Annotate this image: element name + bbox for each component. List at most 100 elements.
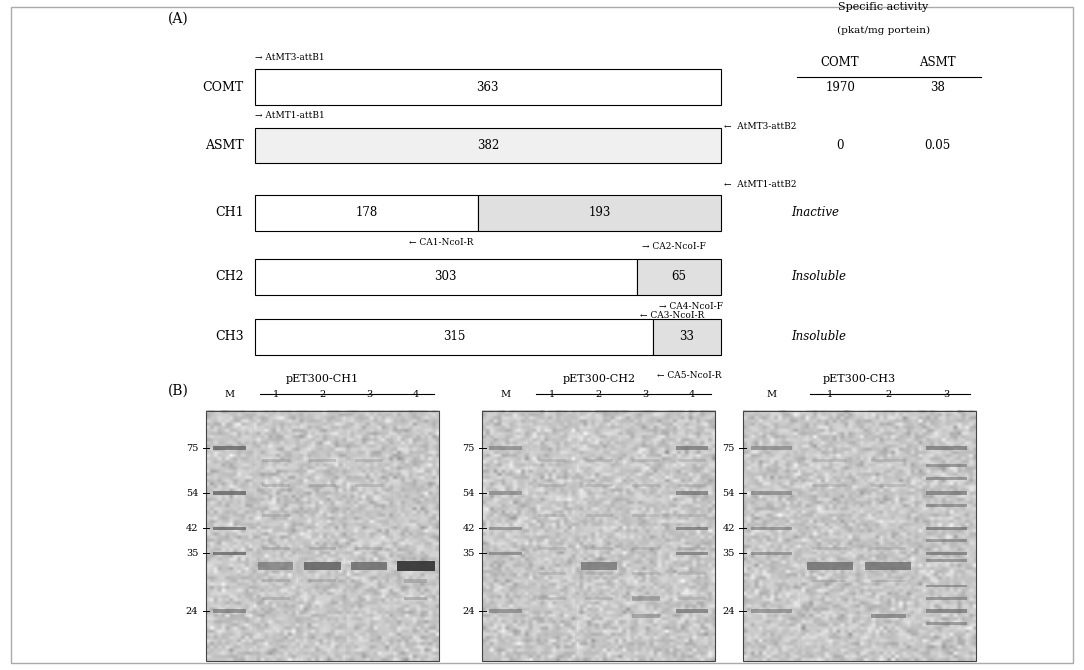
Bar bbox=[675, 609, 709, 613]
Bar bbox=[632, 547, 659, 549]
Bar bbox=[865, 562, 911, 570]
Bar bbox=[632, 484, 659, 487]
Bar bbox=[751, 551, 792, 555]
Bar bbox=[539, 547, 566, 549]
Bar bbox=[926, 551, 967, 555]
Text: CH2: CH2 bbox=[216, 270, 244, 283]
Text: CH1: CH1 bbox=[216, 206, 244, 220]
Bar bbox=[255, 70, 721, 105]
Bar bbox=[489, 492, 522, 495]
Text: 0.05: 0.05 bbox=[925, 139, 951, 152]
Text: COMT: COMT bbox=[203, 80, 244, 94]
Bar bbox=[926, 559, 967, 562]
Text: 2: 2 bbox=[596, 390, 602, 399]
Text: 3: 3 bbox=[366, 390, 372, 399]
Text: 42: 42 bbox=[462, 524, 475, 533]
Text: 24: 24 bbox=[462, 606, 475, 616]
Text: 3: 3 bbox=[943, 390, 950, 399]
Text: COMT: COMT bbox=[821, 56, 860, 69]
Bar bbox=[356, 484, 383, 487]
Text: → AtMT3-attB1: → AtMT3-attB1 bbox=[255, 53, 324, 62]
Text: 2: 2 bbox=[885, 390, 891, 399]
Text: M: M bbox=[501, 390, 511, 399]
Text: 42: 42 bbox=[722, 524, 735, 533]
Bar bbox=[255, 195, 478, 230]
Bar bbox=[212, 527, 246, 530]
Text: 54: 54 bbox=[723, 489, 735, 498]
Text: Insoluble: Insoluble bbox=[791, 330, 847, 343]
Bar bbox=[679, 572, 706, 575]
Text: 4: 4 bbox=[689, 390, 695, 399]
Bar bbox=[539, 460, 566, 462]
Bar bbox=[637, 259, 721, 295]
Text: 0: 0 bbox=[837, 139, 843, 152]
Bar bbox=[585, 572, 612, 575]
Bar bbox=[679, 460, 706, 462]
Text: 363: 363 bbox=[477, 80, 499, 94]
Bar bbox=[309, 580, 336, 582]
Bar bbox=[632, 614, 659, 618]
Text: 3: 3 bbox=[643, 390, 648, 399]
Text: 193: 193 bbox=[589, 206, 611, 220]
Bar bbox=[813, 580, 848, 582]
Bar bbox=[258, 562, 294, 570]
Text: 1: 1 bbox=[273, 390, 279, 399]
Bar bbox=[309, 547, 336, 550]
Bar bbox=[926, 477, 967, 480]
Bar bbox=[870, 460, 906, 462]
Text: → CA4-NcoI-F: → CA4-NcoI-F bbox=[659, 302, 723, 312]
Text: 38: 38 bbox=[930, 80, 945, 94]
Bar bbox=[212, 446, 246, 450]
Text: Insoluble: Insoluble bbox=[791, 270, 847, 283]
Text: (pkat/mg portein): (pkat/mg portein) bbox=[837, 26, 930, 36]
Text: 33: 33 bbox=[680, 330, 695, 343]
Bar bbox=[262, 484, 289, 487]
Bar bbox=[585, 547, 612, 549]
Text: 24: 24 bbox=[722, 606, 735, 616]
Bar bbox=[397, 561, 435, 571]
Bar bbox=[926, 464, 967, 467]
Bar bbox=[926, 446, 967, 450]
Text: Specific activity: Specific activity bbox=[838, 2, 929, 12]
Text: 65: 65 bbox=[671, 270, 686, 283]
Text: ←  AtMT1-attB2: ← AtMT1-attB2 bbox=[724, 180, 797, 189]
Text: pET300-CH3: pET300-CH3 bbox=[823, 374, 895, 384]
Bar bbox=[808, 562, 853, 570]
Text: ← CA1-NcoI-R: ← CA1-NcoI-R bbox=[409, 239, 473, 247]
Text: ← CA5-NcoI-R: ← CA5-NcoI-R bbox=[657, 371, 721, 381]
Bar bbox=[926, 622, 967, 625]
Text: 35: 35 bbox=[463, 549, 475, 558]
Text: 1: 1 bbox=[550, 390, 555, 399]
Bar bbox=[305, 561, 340, 570]
Bar bbox=[539, 597, 566, 600]
Bar bbox=[309, 459, 336, 462]
Bar bbox=[262, 459, 289, 462]
Text: 2: 2 bbox=[320, 390, 325, 399]
Text: (B): (B) bbox=[168, 384, 189, 398]
Bar bbox=[255, 319, 654, 354]
Bar bbox=[632, 572, 659, 575]
Bar bbox=[489, 609, 522, 613]
Bar bbox=[262, 547, 289, 550]
Bar bbox=[926, 609, 967, 613]
Bar bbox=[751, 492, 792, 495]
Text: ASMT: ASMT bbox=[919, 56, 956, 69]
Bar bbox=[870, 547, 906, 549]
Bar bbox=[309, 484, 336, 487]
Bar bbox=[813, 547, 848, 549]
Bar bbox=[489, 446, 522, 450]
Text: 303: 303 bbox=[435, 270, 457, 283]
Bar bbox=[539, 515, 566, 517]
Text: 42: 42 bbox=[185, 524, 198, 533]
Text: 315: 315 bbox=[443, 330, 465, 343]
Text: 24: 24 bbox=[185, 606, 198, 616]
Bar bbox=[675, 551, 709, 555]
Bar bbox=[356, 460, 383, 462]
Bar bbox=[262, 597, 289, 600]
Bar bbox=[206, 411, 439, 661]
Text: 178: 178 bbox=[356, 206, 377, 220]
Bar bbox=[404, 597, 427, 600]
Bar bbox=[489, 527, 522, 530]
Bar bbox=[212, 609, 246, 613]
Bar bbox=[632, 515, 659, 517]
